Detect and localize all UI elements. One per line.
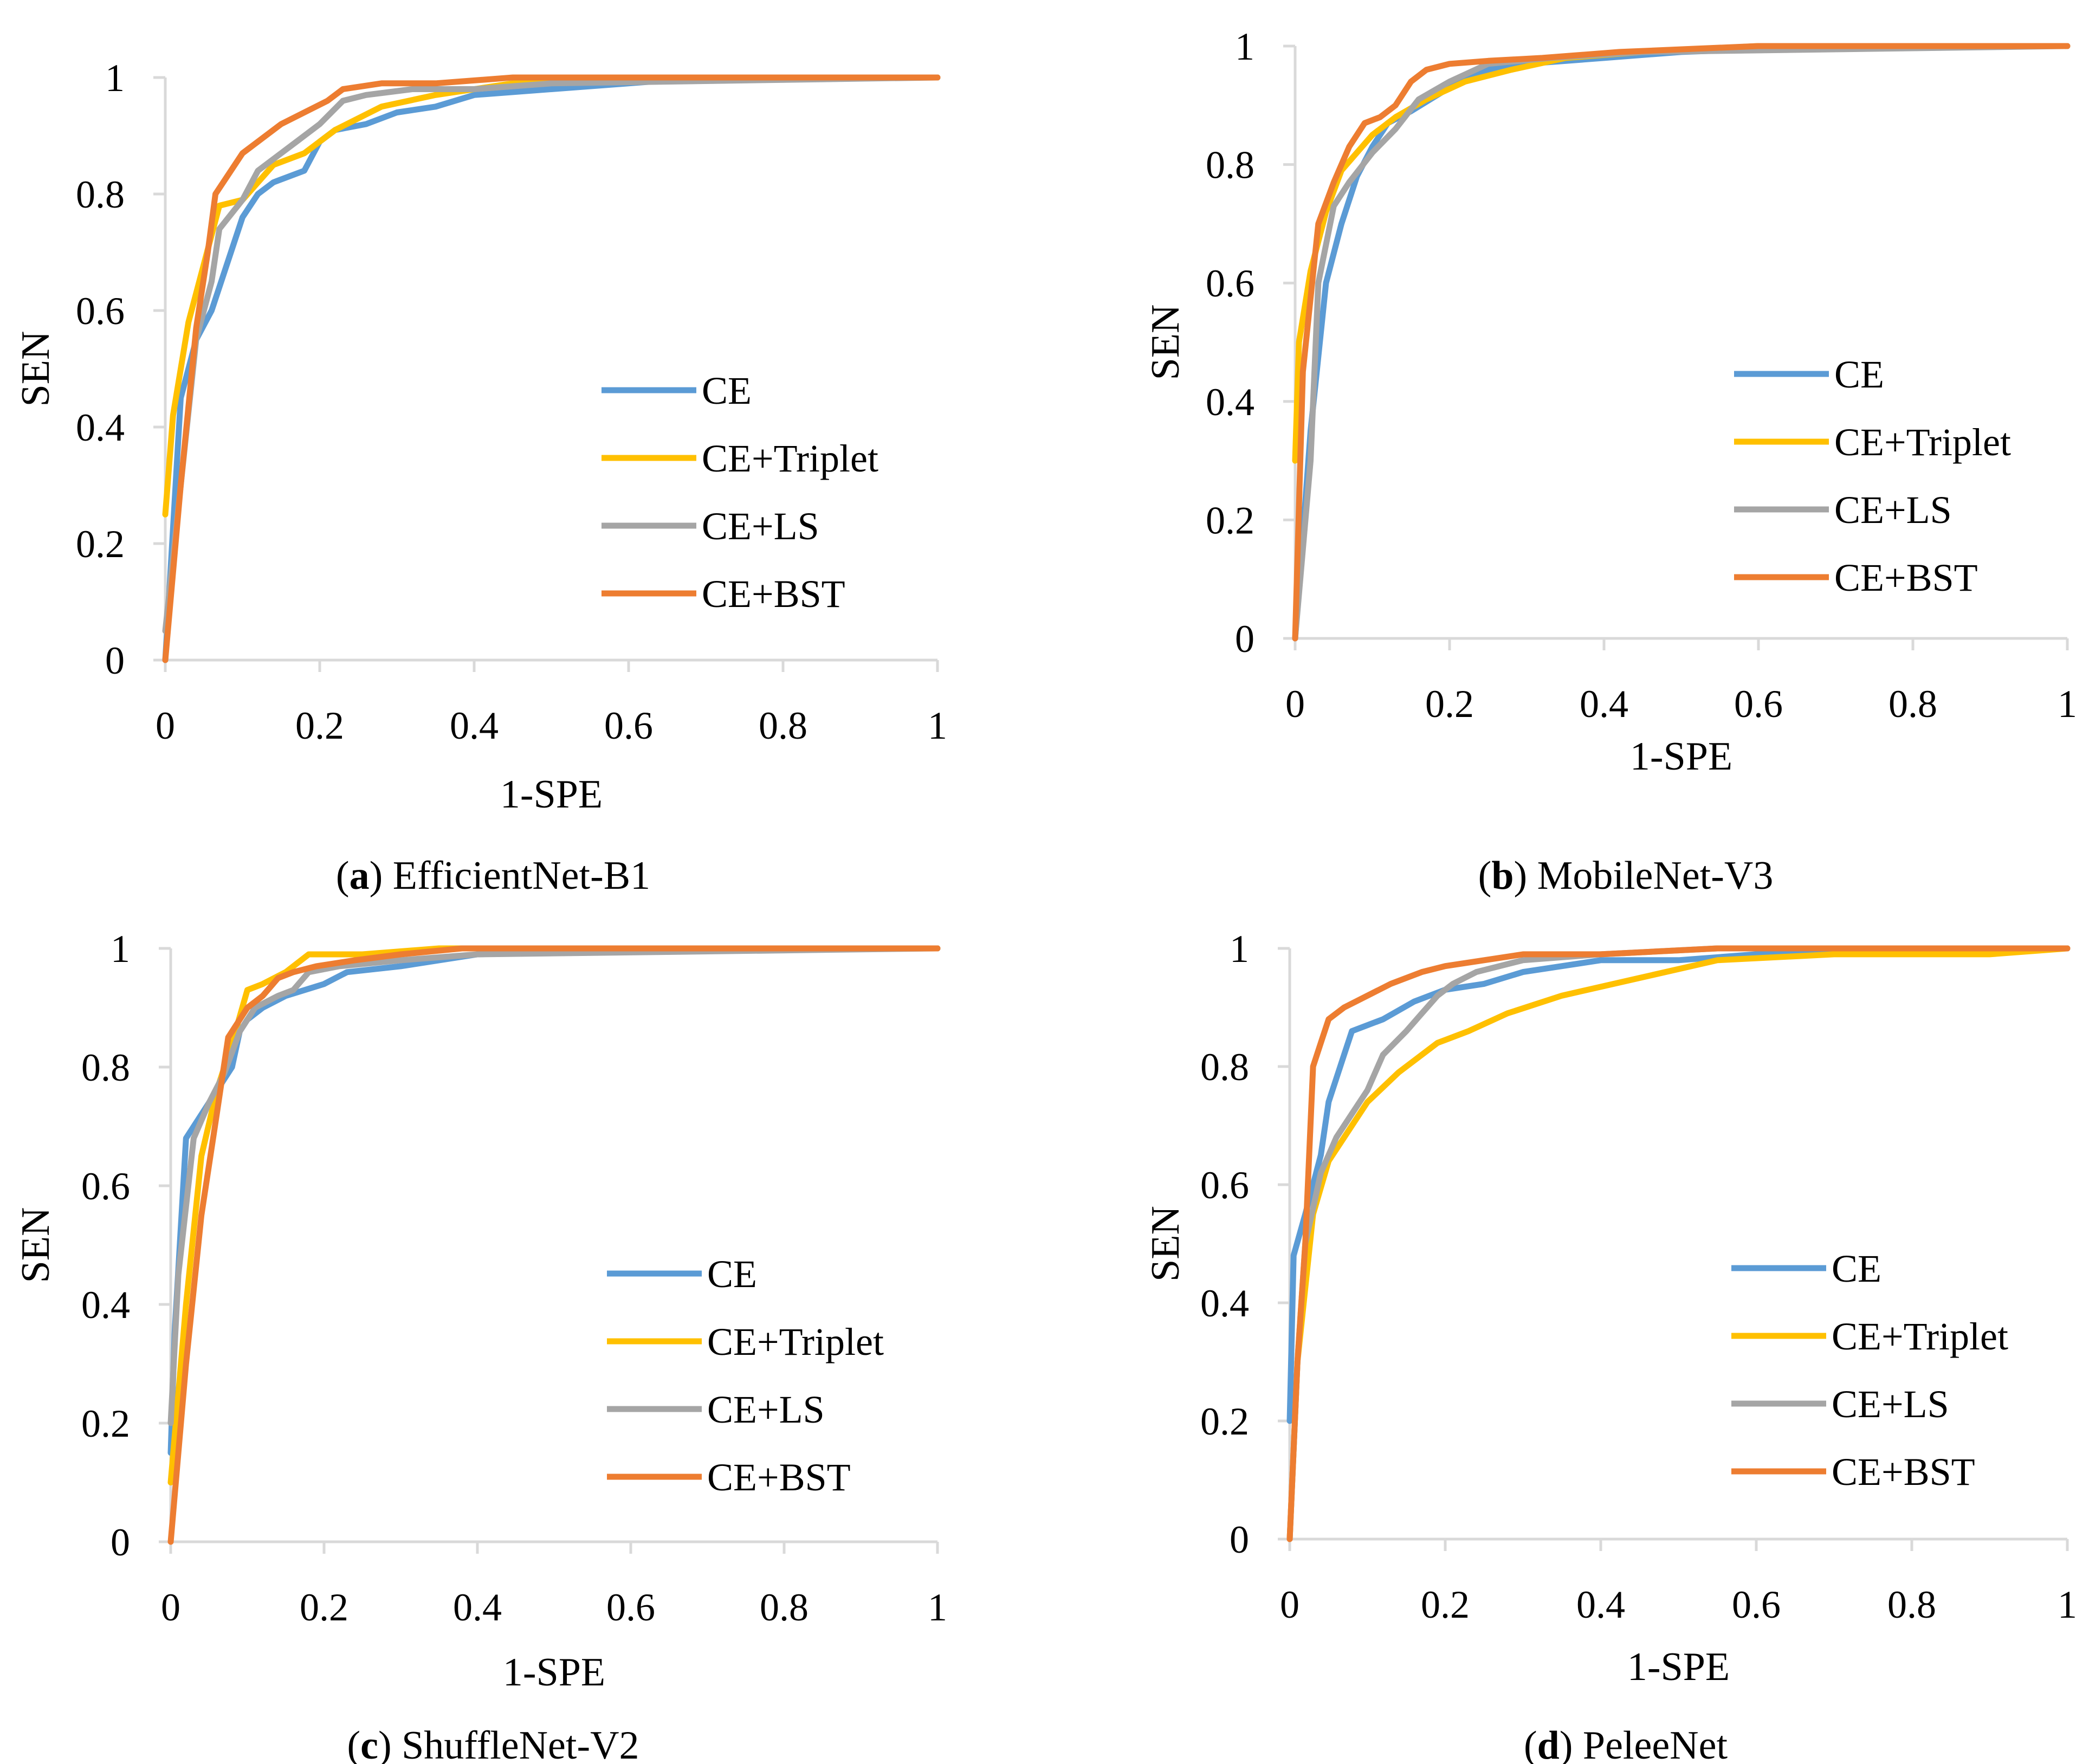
legend-label-ce: CE [1834, 353, 1884, 396]
x-axis-title: 1-SPE [503, 1650, 605, 1695]
x-tick-label: 0.2 [295, 704, 344, 747]
y-tick-label: 0.8 [1206, 144, 1254, 187]
x-tick-label: 0 [1285, 682, 1305, 726]
legend-label-ce-triplet: CE+Triplet [707, 1320, 884, 1364]
x-tick-label: 0.8 [760, 1586, 809, 1629]
y-tick-label: 1 [111, 927, 130, 971]
y-tick-label: 0 [105, 639, 125, 682]
legend-label-ce-triplet: CE+Triplet [1832, 1315, 2008, 1358]
y-tick-label: 0 [111, 1521, 130, 1564]
x-tick-label: 0.2 [1421, 1583, 1470, 1626]
x-tick-label: 1 [928, 704, 947, 747]
x-tick-label: 0.4 [450, 704, 499, 747]
legend-label-ce-triplet: CE+Triplet [702, 437, 878, 480]
x-tick-label: 1 [928, 1586, 947, 1629]
series-line-ce-triplet [1286, 945, 2071, 1542]
x-tick-label: 0.8 [1887, 1583, 1936, 1626]
y-tick-label: 0.8 [1200, 1045, 1249, 1089]
y-tick-label: 0.6 [76, 289, 125, 333]
series-line-ce-ls [1286, 945, 2071, 1542]
chart-panel-b: 0 0.2 0.4 0.6 0.8 1 0 0.2 0.4 0.6 0.8 1 1-SPE SEN CE CE… [1143, 25, 2077, 898]
x-tick-label: 0.4 [1580, 682, 1628, 726]
series-line-ce-bst [162, 74, 941, 663]
y-tick-label: 0.2 [81, 1402, 130, 1445]
y-tick-label: 1 [1230, 927, 1249, 971]
y-axis-title: SEN [1143, 305, 1188, 380]
chart-panel-d: 0 0.2 0.4 0.6 0.8 1 0 0.2 0.4 0.6 0.8 1 1-SPE SEN CE CE… [1143, 927, 2077, 1764]
legend-label-ce-ls: CE+LS [707, 1388, 825, 1431]
legend-label-ce-bst: CE+BST [702, 572, 845, 616]
legend-label-ce-ls: CE+LS [1834, 488, 1952, 532]
series-line-ce-ls [162, 74, 941, 634]
y-tick-label: 0.4 [1206, 380, 1254, 424]
y-tick-label: 0.8 [76, 173, 125, 216]
legend-label-ce: CE [702, 369, 752, 412]
x-tick-label: 0 [156, 704, 175, 747]
y-tick-label: 0.2 [76, 522, 125, 566]
series-line-ce [1286, 945, 2071, 1424]
y-tick-label: 0.4 [81, 1283, 130, 1327]
series-line-ce-ls [1292, 43, 2071, 642]
series-line-ce [167, 945, 941, 1456]
legend-label-ce: CE [1832, 1247, 1881, 1290]
panel-caption: (c) ShuffleNet-V2 [347, 1723, 639, 1764]
y-axis-title: SEN [1143, 1206, 1188, 1282]
chart-panel-c: 0 0.2 0.4 0.6 0.8 1 0 0.2 0.4 0.6 0.8 1 1-SPE SEN CE CE… [14, 927, 947, 1764]
x-axis-title: 1-SPE [1630, 734, 1732, 779]
y-tick-label: 1 [1235, 25, 1254, 68]
x-tick-label: 0.4 [1576, 1583, 1625, 1626]
y-tick-label: 0.4 [1200, 1282, 1249, 1325]
y-tick-label: 1 [105, 56, 125, 100]
series-line-ce-bst [167, 945, 941, 1545]
y-axis-title: SEN [14, 1207, 58, 1283]
y-axis-title: SEN [14, 331, 58, 407]
panel-caption: (a) EfficientNet-B1 [336, 854, 650, 898]
chart-panel-a: 0 0.2 0.4 0.6 0.8 1 0 0.2 0.4 0.6 0.8 1 1-SPE SEN CE CE… [14, 56, 947, 898]
y-tick-label: 0.6 [81, 1165, 130, 1208]
x-tick-label: 0.2 [300, 1586, 348, 1629]
series-line-ce-ls [167, 945, 941, 1426]
y-tick-label: 0 [1230, 1518, 1249, 1561]
legend-label-ce-ls: CE+LS [702, 505, 819, 548]
panel-caption: (d) PeleeNet [1524, 1723, 1728, 1764]
x-tick-label: 0 [161, 1586, 180, 1629]
y-tick-label: 0 [1235, 617, 1254, 661]
x-tick-label: 0.6 [604, 704, 653, 747]
x-axis-title: 1-SPE [1627, 1645, 1730, 1689]
y-tick-label: 0.2 [1206, 499, 1254, 542]
y-tick-label: 0.6 [1200, 1164, 1249, 1207]
x-tick-label: 0.4 [453, 1586, 502, 1629]
series-line-ce-bst [1292, 43, 2071, 642]
x-tick-label: 0.6 [1732, 1583, 1781, 1626]
x-tick-label: 0.6 [606, 1586, 655, 1629]
x-tick-label: 0.2 [1425, 682, 1474, 726]
legend-label-ce-bst: CE+BST [1832, 1450, 1975, 1494]
x-tick-label: 1 [2058, 682, 2077, 726]
x-axis-title: 1-SPE [500, 772, 603, 817]
y-tick-label: 0.4 [76, 406, 125, 449]
y-tick-label: 0.8 [81, 1046, 130, 1089]
x-tick-label: 0 [1280, 1583, 1299, 1626]
x-tick-label: 0.8 [759, 704, 807, 747]
x-tick-label: 1 [2058, 1583, 2077, 1626]
legend-label-ce: CE [707, 1252, 757, 1296]
y-tick-label: 0.2 [1200, 1400, 1249, 1443]
x-tick-label: 0.6 [1734, 682, 1783, 726]
y-tick-label: 0.6 [1206, 262, 1254, 305]
series-line-ce-bst [1286, 945, 2071, 1542]
legend-label-ce-bst: CE+BST [707, 1456, 851, 1499]
legend-label-ce-bst: CE+BST [1834, 556, 1978, 599]
panel-caption: (b) MobileNet-V3 [1478, 854, 1774, 898]
legend-label-ce-ls: CE+LS [1832, 1382, 1949, 1426]
series-line-ce-triplet [167, 945, 941, 1485]
legend-label-ce-triplet: CE+Triplet [1834, 421, 2011, 464]
series-line-ce [1292, 43, 2071, 642]
x-tick-label: 0.8 [1888, 682, 1937, 726]
